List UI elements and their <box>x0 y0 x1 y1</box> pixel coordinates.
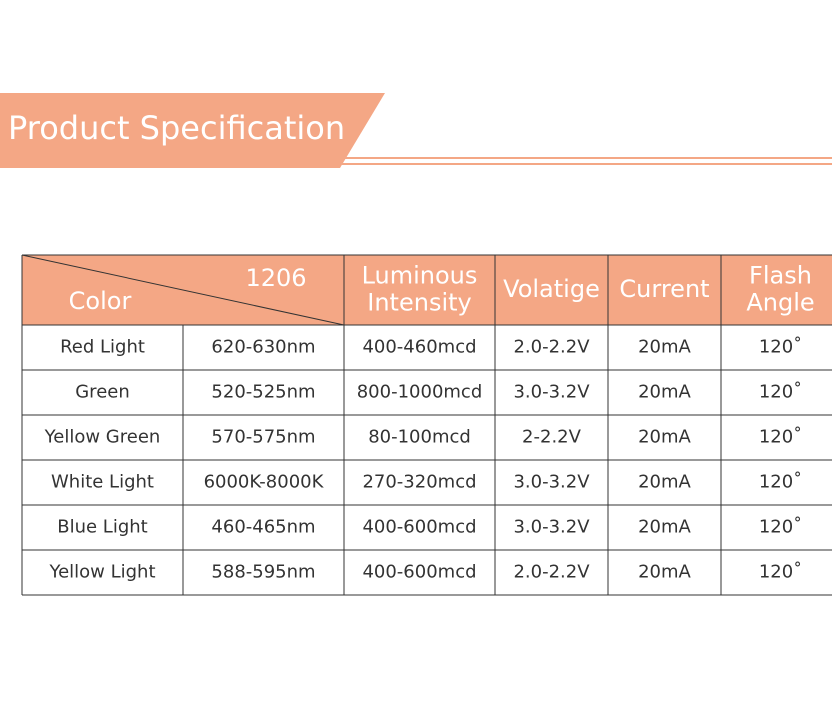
table-cell: 20mA <box>638 427 691 448</box>
column-header: Intensity <box>367 289 471 317</box>
table-cell: 120˚ <box>759 472 802 493</box>
table-cell: 20mA <box>638 517 691 538</box>
table-cell: 520-525nm <box>211 382 315 403</box>
column-header: Volatige <box>503 275 600 303</box>
table-cell: 400-600mcd <box>362 517 476 538</box>
table-cell: 20mA <box>638 337 691 358</box>
table-cell: White Light <box>51 472 154 493</box>
column-header: Flash <box>749 262 812 290</box>
table-header-bg <box>22 255 832 325</box>
table-cell: 120˚ <box>759 517 802 538</box>
table-cell: 80-100mcd <box>368 427 471 448</box>
page-title: Product Specification <box>8 109 345 147</box>
table-cell: 3.0-3.2V <box>513 382 590 403</box>
table-cell: 2.0-2.2V <box>513 562 590 583</box>
table-cell: Blue Light <box>57 517 147 538</box>
table-cell: 460-465nm <box>211 517 315 538</box>
table-cell: 6000K-8000K <box>204 472 325 493</box>
table-cell: 120˚ <box>759 562 802 583</box>
table-cell: 570-575nm <box>211 427 315 448</box>
table-cell: 588-595nm <box>211 562 315 583</box>
table-cell: 800-1000mcd <box>357 382 483 403</box>
table-cell: 20mA <box>638 562 691 583</box>
corner-top: 1206 <box>245 264 306 292</box>
table-cell: 2-2.2V <box>522 427 582 448</box>
banner-line <box>340 163 832 165</box>
table-cell: 120˚ <box>759 427 802 448</box>
table-cell: 400-600mcd <box>362 562 476 583</box>
table-cell: Green <box>75 382 130 403</box>
corner-bottom: Color <box>69 287 132 315</box>
table-cell: 2.0-2.2V <box>513 337 590 358</box>
table-cell: 3.0-3.2V <box>513 517 590 538</box>
table-cell: 120˚ <box>759 337 802 358</box>
table-cell: 120˚ <box>759 382 802 403</box>
banner-line <box>345 157 832 159</box>
title-banner <box>0 93 385 168</box>
table-cell: 20mA <box>638 382 691 403</box>
column-header: Current <box>619 275 709 303</box>
table-cell: 20mA <box>638 472 691 493</box>
table-cell: Red Light <box>60 337 145 358</box>
column-header: Angle <box>746 289 814 317</box>
table-cell: Yellow Light <box>48 562 155 583</box>
table-cell: 3.0-3.2V <box>513 472 590 493</box>
table-cell: Yellow Green <box>44 427 161 448</box>
table-cell: 400-460mcd <box>362 337 476 358</box>
table-cell: 270-320mcd <box>362 472 476 493</box>
column-header: Luminous <box>362 262 478 290</box>
corner-diagonal <box>21 254 345 326</box>
table-cell: 620-630nm <box>211 337 315 358</box>
